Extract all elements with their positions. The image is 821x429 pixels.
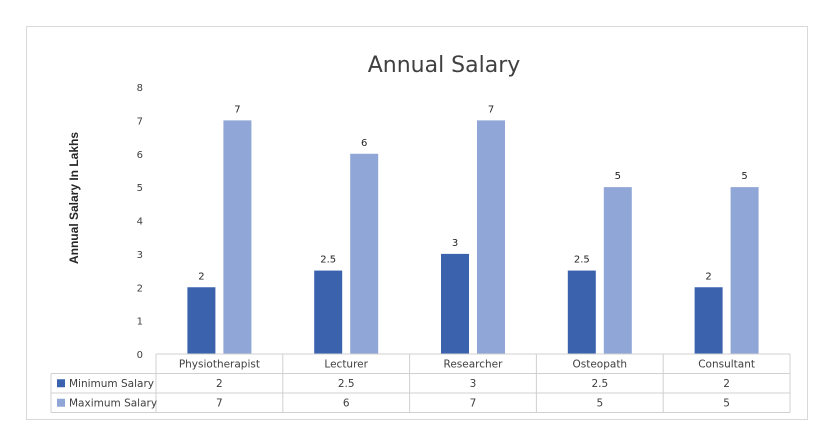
data-label: 2 <box>198 271 204 282</box>
min-salary-bar <box>314 270 343 354</box>
data-labels: 2 7 2.5 6 3 7 2.5 5 2 5 <box>198 104 748 282</box>
y-axis-label: Annual Salary In Lakhs <box>67 132 81 264</box>
y-axis-ticks: 0 1 2 3 4 5 6 7 8 <box>137 83 143 361</box>
y-tick-label: 0 <box>137 350 143 361</box>
category-label: Consultant <box>698 359 755 371</box>
min-salary-bar <box>187 287 216 354</box>
y-tick-label: 6 <box>137 150 143 161</box>
legend-swatch <box>57 398 65 407</box>
data-label: 6 <box>361 138 367 149</box>
table-cell: 6 <box>343 398 350 410</box>
table-cell: 2.5 <box>591 378 608 390</box>
table-cell: 2 <box>723 378 730 390</box>
bars <box>187 120 759 354</box>
data-table: Physiotherapist Lecturer Researcher Osteopa… <box>50 353 791 413</box>
table-cell: 3 <box>470 378 477 390</box>
data-label: 2.5 <box>320 255 336 266</box>
category-label: Lecturer <box>324 359 368 371</box>
data-label: 2 <box>705 271 711 282</box>
max-salary-bar <box>223 120 252 354</box>
data-label: 5 <box>615 171 621 182</box>
legend-swatch <box>57 379 65 388</box>
max-salary-bar <box>603 187 632 354</box>
y-tick-label: 3 <box>137 250 143 261</box>
table-cell: 2 <box>216 378 223 390</box>
max-salary-bar <box>730 187 759 354</box>
min-salary-bar <box>567 270 596 354</box>
data-label: 3 <box>452 238 458 249</box>
category-label: Osteopath <box>572 359 627 371</box>
y-tick-label: 8 <box>137 83 143 94</box>
y-tick-label: 5 <box>137 183 143 194</box>
legend-label: Maximum Salary <box>69 398 157 410</box>
chart-title: Annual Salary <box>368 53 521 78</box>
table-cell: 7 <box>216 398 223 410</box>
data-label: 7 <box>234 104 240 115</box>
y-tick-label: 1 <box>137 317 143 328</box>
table-cell: 5 <box>723 398 730 410</box>
category-label: Physiotherapist <box>179 359 260 371</box>
max-salary-bar <box>477 120 505 354</box>
y-tick-label: 4 <box>137 217 143 228</box>
table-cell: 2.5 <box>338 378 355 390</box>
legend-label: Minimum Salary <box>69 378 154 390</box>
min-salary-bar <box>441 253 469 354</box>
table-cell: 7 <box>470 398 477 410</box>
table-cell: 5 <box>596 398 603 410</box>
category-label: Researcher <box>444 359 504 371</box>
max-salary-bar <box>350 153 379 354</box>
y-tick-label: 2 <box>137 283 143 294</box>
min-salary-bar <box>694 287 723 354</box>
data-label: 7 <box>488 104 494 115</box>
data-label: 2.5 <box>574 255 590 266</box>
data-label: 5 <box>741 171 747 182</box>
y-tick-label: 7 <box>137 116 143 127</box>
